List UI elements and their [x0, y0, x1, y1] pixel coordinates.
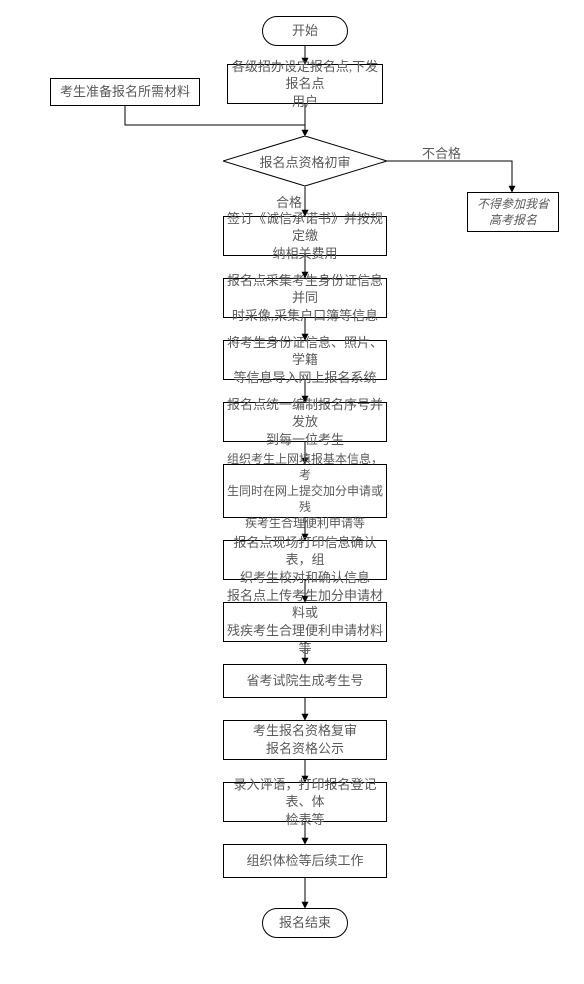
- node-print: 录入评语，打印报名登记表、体检表等: [223, 782, 387, 822]
- node-end: 报名结束: [262, 908, 348, 938]
- node-physical: 组织体检等后续工作: [223, 844, 387, 878]
- node-setup: 各级招办设定报名点,下发报名点用户: [227, 64, 383, 104]
- node-label-decision: 报名点资格初审: [223, 136, 387, 186]
- node-fill: 组织考生上网填报基本信息，考生同时在网上提交加分申请或残疾考生合理便利申请等: [223, 464, 387, 518]
- node-decision: 报名点资格初审: [223, 136, 387, 186]
- node-collect: 报名点采集考生身份证信息并同时采像,采集户口簿等信息: [223, 278, 387, 318]
- node-review: 考生报名资格复审报名资格公示: [223, 720, 387, 760]
- node-prep: 考生准备报名所需材料: [50, 78, 200, 106]
- node-upload: 报名点上传考生加分申请材料或残疾考生合理便利申请材料等: [223, 602, 387, 642]
- node-genid: 省考试院生成考生号: [223, 664, 387, 698]
- node-confirm: 报名点现场打印信息确认表，组织考生校对和确认信息: [223, 540, 387, 580]
- node-import: 将考生身份证信息、照片、学籍等信息导入网上报名系统: [223, 340, 387, 380]
- edge-label-decision-reject: 不合格: [422, 143, 461, 162]
- node-serial: 报名点统一编制报名序号并发放到每一位考生: [223, 402, 387, 442]
- node-start: 开始: [262, 16, 348, 46]
- node-reject: 不得参加我省高考报名: [467, 192, 559, 232]
- edge-label-decision-sign: 合格: [276, 192, 302, 211]
- edge-decision-reject: [387, 161, 512, 192]
- node-sign: 签订《诚信承诺书》并按规定缴纳相关费用: [223, 216, 387, 256]
